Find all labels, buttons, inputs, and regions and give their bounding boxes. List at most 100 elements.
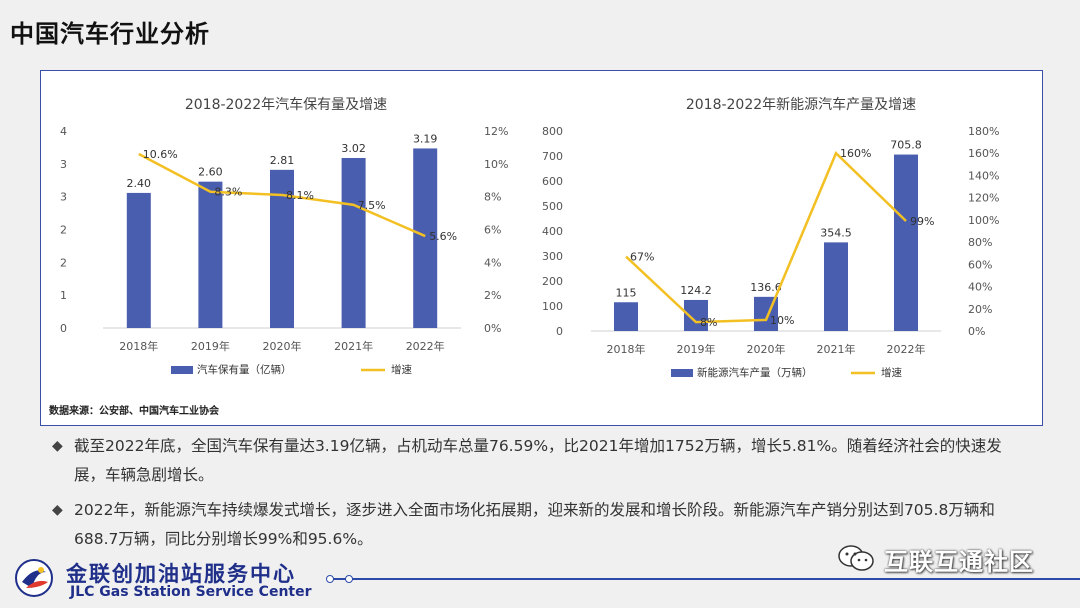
bar [894,154,918,331]
bar [413,148,438,328]
y-tick-label: 2 [60,256,67,269]
line-data-label: 8.1% [286,189,314,202]
y-tick-label: 600 [542,175,563,188]
y2-tick-label: 6% [484,224,501,237]
data-source: 数据来源：公安部、中国汽车工业协会 [49,406,219,417]
bullet-text: 2022年，新能源汽车持续爆发式增长，逐步进入全面市场化拓展期，迎来新的发展和增… [74,501,995,548]
x-tick-label: 2018年 [607,342,646,356]
y2-tick-label: 60% [968,258,992,271]
footer-divider [330,578,1080,580]
page-title: 中国汽车行业分析 [10,20,210,48]
line-data-label: 99% [910,215,934,228]
y2-tick-label: 20% [968,303,992,316]
legend-line-label: 增速 [391,363,412,376]
x-tick-label: 2020年 [747,342,786,356]
bar-data-label: 2.60 [198,166,223,179]
y2-tick-label: 0% [968,325,985,338]
bar [126,192,151,328]
bullet-text: 截至2022年底，全国汽车保有量达3.19亿辆，占机动车总量76.59%，比20… [74,437,1002,484]
line-data-label: 8.3% [214,186,242,199]
y2-tick-label: 4% [484,256,501,269]
legend-line-label: 增速 [881,366,902,379]
bar-data-label: 115 [616,286,637,299]
bar-data-label: 2.40 [127,177,152,190]
x-tick-label: 2018年 [119,339,158,353]
y-tick-label: 0 [60,322,67,335]
y-tick-label: 3 [60,191,67,204]
footer-dot [326,575,334,583]
y2-tick-label: 10% [484,158,508,171]
bar [341,158,366,328]
y2-tick-label: 140% [968,169,999,182]
vehicle-ownership-chart: 2018-2022年汽车保有量及增速 0 1 2 2 3 3 4 0% 2% 4% 6% 8% 10% 12… [60,96,508,376]
wechat-icon [838,545,874,571]
y2-tick-label: 100% [968,214,999,227]
y-tick-label: 100 [542,300,563,313]
legend-bar-label: 汽车保有量（亿辆） [197,363,292,376]
line-data-label: 5.6% [429,230,457,243]
bar-data-label: 3.19 [413,132,438,145]
y2-tick-label: 120% [968,192,999,205]
y2-tick-label: 160% [968,147,999,160]
diamond-bullet-icon: ◆ [52,438,63,454]
y-tick-label: 700 [542,150,563,163]
y-tick-label: 300 [542,250,563,263]
x-tick-label: 2019年 [677,342,716,356]
line-data-label: 160% [840,147,871,160]
y2-tick-label: 40% [968,281,992,294]
y-tick-label: 1 [60,289,67,302]
y-tick-label: 0 [556,325,563,338]
x-tick-label: 2021年 [334,339,373,353]
growth-line [625,151,907,324]
bar [198,181,223,328]
legend-bar-swatch [171,366,193,374]
legend-bar-label: 新能源汽车产量（万辆） [697,366,813,379]
y-tick-label: 200 [542,275,563,288]
y-tick-label: 500 [542,200,563,213]
brand-name-cn: 金联创加油站服务中心 [66,562,296,586]
x-tick-label: 2019年 [191,339,230,353]
y-tick-label: 800 [542,125,563,138]
brand-name-en: JLC Gas Station Service Center [70,584,312,600]
x-tick-label: 2022年 [887,342,926,356]
y2-tick-label: 0% [484,322,501,335]
x-tick-label: 2020年 [263,339,302,353]
y-tick-label: 4 [60,125,67,138]
bar [614,302,638,331]
diamond-bullet-icon: ◆ [52,502,63,518]
y2-tick-label: 80% [968,236,992,249]
watermark-text: 互联互通社区 [884,548,1034,576]
jlc-logo-icon [15,559,53,597]
legend-bar-swatch [671,369,693,377]
line-data-label: 7.5% [358,199,386,212]
y2-tick-label: 180% [968,125,999,138]
bar-data-label: 3.02 [341,142,366,155]
y-tick-label: 3 [60,158,67,171]
line-data-label: 67% [630,251,654,264]
bar [824,242,848,331]
bar-data-label: 354.5 [820,226,852,239]
bar-data-label: 2.81 [270,154,295,167]
growth-line [138,152,426,238]
nev-production-chart: 2018-2022年新能源汽车产量及增速 0 100 200 300 400 500 600 7… [542,96,999,379]
bullet-list: ◆ 截至2022年底，全国汽车保有量达3.19亿辆，占机动车总量76.59%，比… [52,432,1032,560]
line-data-label: 8% [700,316,717,329]
chart-title: 2018-2022年新能源汽车产量及增速 [686,96,916,113]
footer-dot [345,575,353,583]
y2-tick-label: 8% [484,191,501,204]
bar-data-label: 705.8 [890,139,922,152]
y-tick-label: 2 [60,224,67,237]
bullet-item: ◆ 截至2022年底，全国汽车保有量达3.19亿辆，占机动车总量76.59%，比… [52,432,1032,490]
y2-tick-label: 12% [484,125,508,138]
bar-data-label: 136.6 [750,281,782,294]
y-tick-label: 400 [542,225,563,238]
line-data-label: 10% [770,314,794,327]
x-tick-label: 2022年 [406,339,445,353]
bar-data-label: 124.2 [680,284,712,297]
y2-tick-label: 2% [484,289,501,302]
x-tick-label: 2021年 [817,342,856,356]
line-data-label: 10.6% [143,148,178,161]
chart-title: 2018-2022年汽车保有量及增速 [185,96,387,113]
charts-panel: 2018-2022年汽车保有量及增速 0 1 2 2 3 3 4 0% 2% 4% 6% 8% 10% 12… [40,70,1043,426]
bullet-item: ◆ 2022年，新能源汽车持续爆发式增长，逐步进入全面市场化拓展期，迎来新的发展… [52,496,1032,554]
